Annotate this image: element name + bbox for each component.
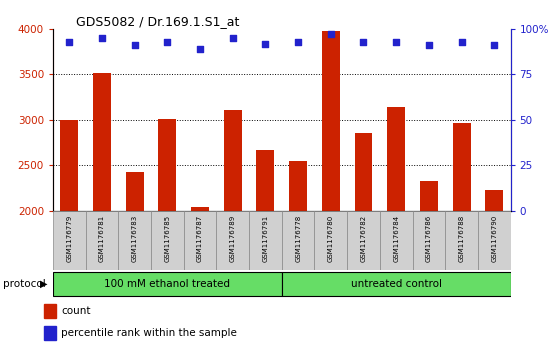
Text: GSM1176783: GSM1176783 <box>132 215 138 262</box>
Point <box>261 41 270 46</box>
Text: untreated control: untreated control <box>350 279 442 289</box>
Bar <box>445 211 478 270</box>
Point <box>98 35 107 41</box>
Point <box>130 42 139 48</box>
Bar <box>412 211 445 270</box>
Bar <box>380 211 412 270</box>
Text: GSM1176787: GSM1176787 <box>197 215 203 262</box>
Bar <box>322 31 340 363</box>
Point <box>196 46 205 52</box>
Text: GSM1176790: GSM1176790 <box>491 215 497 262</box>
Bar <box>151 211 184 270</box>
Text: GSM1176779: GSM1176779 <box>66 215 73 262</box>
Text: GSM1176781: GSM1176781 <box>99 215 105 262</box>
Bar <box>478 211 511 270</box>
Text: GSM1176786: GSM1176786 <box>426 215 432 262</box>
Point <box>228 35 237 41</box>
Text: count: count <box>61 306 90 316</box>
Text: GSM1176782: GSM1176782 <box>360 215 367 262</box>
Text: GSM1176784: GSM1176784 <box>393 215 399 262</box>
Bar <box>53 211 86 270</box>
Text: protocol: protocol <box>3 279 46 289</box>
Bar <box>158 119 176 363</box>
Text: GSM1176778: GSM1176778 <box>295 215 301 262</box>
Bar <box>217 211 249 270</box>
Bar <box>282 272 511 296</box>
Bar <box>485 189 503 363</box>
Text: GSM1176785: GSM1176785 <box>165 215 170 262</box>
Text: 100 mM ethanol treated: 100 mM ethanol treated <box>104 279 230 289</box>
Bar <box>184 211 217 270</box>
Bar <box>289 160 307 363</box>
Point <box>359 39 368 45</box>
Text: GSM1176789: GSM1176789 <box>230 215 236 262</box>
Bar <box>191 207 209 363</box>
Point <box>65 39 74 45</box>
Bar <box>126 172 144 363</box>
Bar <box>420 180 438 363</box>
Text: GSM1176788: GSM1176788 <box>459 215 465 262</box>
Bar <box>249 211 282 270</box>
Point <box>457 39 466 45</box>
Text: ▶: ▶ <box>40 279 47 289</box>
Text: percentile rank within the sample: percentile rank within the sample <box>61 328 237 338</box>
Point <box>294 39 302 45</box>
Point <box>425 42 434 48</box>
Bar <box>257 150 275 363</box>
Bar <box>354 134 373 363</box>
Text: GSM1176791: GSM1176791 <box>262 215 268 262</box>
Bar <box>387 107 405 363</box>
Bar <box>53 272 282 296</box>
Bar <box>315 211 347 270</box>
Bar <box>282 211 315 270</box>
Point <box>326 32 335 37</box>
Text: GDS5082 / Dr.169.1.S1_at: GDS5082 / Dr.169.1.S1_at <box>76 15 239 28</box>
Point <box>163 39 172 45</box>
Bar <box>60 120 78 363</box>
Bar <box>44 304 56 318</box>
Bar <box>347 211 380 270</box>
Text: GSM1176780: GSM1176780 <box>328 215 334 262</box>
Bar <box>224 110 242 363</box>
Bar <box>453 123 470 363</box>
Point <box>490 42 499 48</box>
Bar <box>86 211 118 270</box>
Bar <box>44 326 56 340</box>
Bar <box>93 73 111 363</box>
Point <box>392 39 401 45</box>
Bar <box>118 211 151 270</box>
